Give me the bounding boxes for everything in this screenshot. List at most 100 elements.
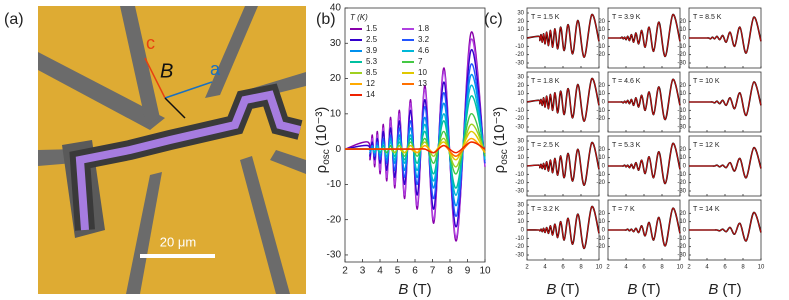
legend-label: 3.9 [366, 46, 378, 55]
y-tick-label: 20 [517, 211, 524, 217]
y-tick-label: -10 [677, 172, 686, 178]
y-tick-label: 10 [330, 108, 342, 119]
panel-temperature: T = 8.5 K [693, 14, 722, 21]
y-tick-label: 10 [598, 155, 605, 161]
legend-label: 1.5 [366, 24, 378, 33]
y-axis-label: ρosc (10⁻³) [313, 107, 332, 174]
x-tick-label: 8 [660, 265, 664, 271]
y-tick-label: -10 [596, 236, 605, 242]
panel-label: (c) [484, 11, 503, 28]
y-tick-label: -20 [327, 214, 342, 225]
gap [270, 150, 306, 174]
x-label-symbol: B [627, 281, 637, 298]
y-tick-label: -10 [677, 108, 686, 114]
x-label-unit: (T) [641, 281, 660, 298]
y-tick-label: -10 [515, 44, 524, 50]
y-tick-label: 10 [679, 91, 686, 97]
x-label-unit: (T) [722, 281, 741, 298]
panel-label: (a) [4, 11, 24, 28]
x-tick-label: 8 [579, 265, 583, 271]
gap [205, 6, 258, 98]
legend-label: 8.5 [366, 68, 378, 77]
y-tick-label: 10 [679, 155, 686, 161]
y-tick-label: -20 [677, 244, 686, 250]
y-tick-label: -10 [327, 179, 342, 190]
x-axis-label: B (T) [546, 281, 579, 298]
y-tick-label: 20 [679, 83, 686, 89]
y-tick-label: 0 [602, 36, 606, 42]
y-tick-label: -30 [515, 253, 524, 259]
y-tick-label: -20 [596, 244, 605, 250]
fit-line [526, 142, 600, 186]
y-tick-label: 10 [679, 27, 686, 33]
gap [126, 172, 162, 294]
x-tick-label: 8 [447, 266, 453, 277]
legend-label: 10 [418, 68, 427, 77]
legend-label: 1.8 [418, 24, 430, 33]
y-tick-label: 30 [517, 75, 524, 81]
y-tick-label: -30 [515, 125, 524, 131]
y-tick-label: 20 [517, 83, 524, 89]
y-tick-label: 20 [598, 147, 605, 153]
y-tick-label: 10 [598, 219, 605, 225]
panel-temperature: T = 5.3 K [612, 142, 641, 149]
scale-bar-label: 20 μm [160, 234, 196, 249]
fit-line [526, 206, 600, 249]
x-tick-label: 7 [430, 266, 436, 277]
axis-b: B [160, 60, 173, 82]
y-tick-label: 40 [330, 3, 342, 14]
x-tick-label: 10 [677, 265, 684, 271]
y-tick-label: 20 [679, 19, 686, 25]
x-tick-label: 2 [606, 265, 610, 271]
x-tick-label: 3 [360, 266, 366, 277]
y-tick-label: 30 [517, 139, 524, 145]
y-label-unit: (10⁻³) [491, 107, 508, 147]
x-tick-label: 8 [741, 265, 745, 271]
panel-temperature: T = 2.5 K [531, 142, 560, 149]
fit-line [607, 14, 681, 57]
x-tick-label: 5 [395, 266, 401, 277]
y-tick-label: -10 [515, 108, 524, 114]
panel-temperature: T = 3.9 K [612, 14, 641, 21]
y-tick-label: 0 [521, 36, 525, 42]
y-tick-label: 10 [598, 91, 605, 97]
x-tick-label: 2 [342, 266, 348, 277]
y-tick-label: -10 [515, 236, 524, 242]
b-axis [164, 97, 186, 119]
panel-temperature: T = 3.2 K [531, 206, 560, 213]
y-tick-label: -10 [596, 108, 605, 114]
y-tick-label: 0 [521, 100, 525, 106]
y-label-sub: osc [499, 149, 510, 165]
gap [38, 52, 165, 130]
y-tick-label: 0 [683, 100, 687, 106]
y-tick-label: 30 [517, 11, 524, 17]
y-axis-label: ρosc (10⁻³) [491, 107, 510, 174]
axis-c: c [146, 33, 155, 53]
y-tick-label: -30 [515, 189, 524, 195]
gap [120, 6, 160, 124]
panel-temperature: T = 12 K [693, 142, 720, 149]
y-tick-label: -20 [596, 52, 605, 58]
y-tick-label: -10 [596, 172, 605, 178]
y-tick-label: 10 [679, 219, 686, 225]
x-tick-label: 6 [561, 265, 565, 271]
y-tick-label: -20 [677, 52, 686, 58]
x-label-symbol: B [708, 281, 718, 298]
c-axis [144, 57, 166, 99]
x-tick-label: 4 [543, 265, 547, 271]
y-tick-label: 0 [521, 164, 525, 170]
y-tick-label: 0 [683, 164, 687, 170]
fit-line [689, 81, 762, 116]
legend-label: 2.5 [366, 35, 378, 44]
panel-temperature: T = 14 K [693, 206, 720, 213]
x-label-symbol: B [398, 281, 408, 298]
y-tick-label: -20 [515, 180, 524, 186]
x-tick-label: 10 [479, 266, 491, 277]
y-tick-label: -10 [677, 44, 686, 50]
x-tick-label: 6 [412, 266, 418, 277]
x-label-unit: (T) [560, 281, 579, 298]
panel-label: (b) [316, 11, 336, 28]
x-tick-label: 2 [687, 265, 691, 271]
legend-label: 14 [366, 90, 375, 99]
y-tick-label: -30 [677, 61, 686, 67]
